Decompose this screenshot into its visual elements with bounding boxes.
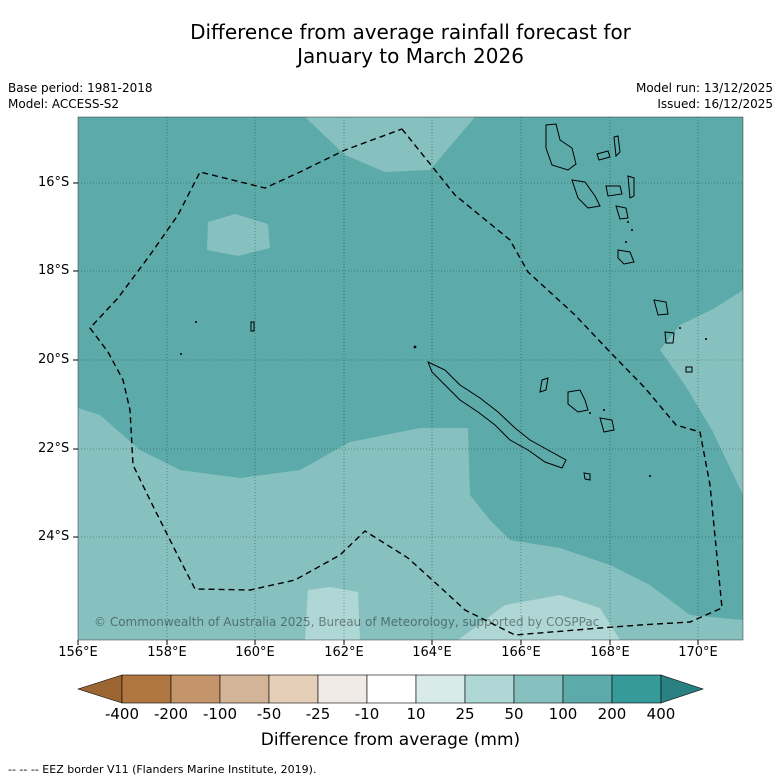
colorbar-box-2 [170, 674, 221, 704]
base-period: Base period: 1981-2018 [8, 81, 153, 95]
colorbar-label: -200 [153, 705, 189, 723]
fill-25-50-south [78, 408, 743, 640]
colorbar-box-6 [366, 674, 417, 704]
colorbar-label: 200 [597, 705, 627, 723]
lon-label-158e: 158°E [147, 645, 187, 660]
loyalty-island-lifou [567, 389, 589, 413]
loyalty-island-ouvea [539, 377, 549, 393]
lon-label-164e: 164°E [412, 645, 452, 660]
lat-label-16s: 16°S [38, 175, 70, 190]
colorbar-box-5 [317, 674, 368, 704]
colorbar-label: -10 [354, 705, 380, 723]
lon-label-170e: 170°E [678, 645, 718, 660]
colorbar-label: -400 [104, 705, 140, 723]
lat-label-24s: 24°S [38, 529, 70, 544]
espiritu-santo [545, 123, 577, 171]
lat-label-20s: 20°S [38, 352, 70, 367]
lon-label-156e: 156°E [58, 645, 98, 660]
colorbar-arrow-right [660, 674, 704, 704]
colorbar-label: 100 [548, 705, 578, 723]
lon-label-168e: 168°E [590, 645, 630, 660]
copyright-text: © Commonwealth of Australia 2025, Bureau… [94, 615, 599, 629]
fill-25-50-east [660, 290, 743, 495]
maewo [613, 135, 621, 158]
lon-label-162e: 162°E [324, 645, 364, 660]
walpole-island [685, 366, 693, 373]
ambae [596, 150, 611, 161]
colorbar-box-7 [415, 674, 466, 704]
chesterfield-islet [250, 321, 255, 332]
new-caledonia [427, 361, 567, 469]
ambrym [605, 185, 623, 197]
colorbar-title: Difference from average (mm) [260, 730, 521, 750]
rainfall-map: © Commonwealth of Australia 2025, Bureau… [78, 117, 743, 640]
small-islets [180, 221, 707, 477]
graticule [78, 117, 743, 640]
eez-border [89, 128, 723, 636]
title-line-1: Difference from average rainfall forecas… [190, 20, 631, 44]
colorbar-arrow-left [77, 674, 123, 704]
model-name: Model: ACCESS-S2 [8, 97, 120, 111]
malakula [571, 179, 601, 209]
pentecost [627, 175, 635, 199]
colorbar-box-9 [513, 674, 564, 704]
efate [615, 205, 629, 220]
colorbar-box-3 [219, 674, 270, 704]
colorbar-label: 50 [504, 705, 524, 723]
colorbar-label: 25 [455, 705, 475, 723]
tanna [653, 299, 669, 316]
lat-label-22s: 22°S [38, 441, 70, 456]
eez-legend-footer: -- -- -- EEZ border V11 (Flanders Marine… [8, 763, 317, 776]
erromango [617, 249, 635, 265]
fill-25-50-blob [207, 214, 270, 256]
title-line-2: January to March 2026 [297, 44, 524, 68]
model-run: Model run: 13/12/2025 [635, 81, 773, 95]
colorbar-box-8 [464, 674, 515, 704]
colorbar-label: -50 [256, 705, 282, 723]
fill-10-25-a [305, 587, 360, 640]
colorbar [77, 674, 704, 704]
lon-label-166e: 166°E [501, 645, 541, 660]
colorbar-label: -100 [202, 705, 238, 723]
issued-date: Issued: 16/12/2025 [657, 97, 773, 111]
map-frame [77, 116, 744, 641]
lon-label-160e: 160°E [235, 645, 275, 660]
fill-10-25-b [458, 595, 620, 640]
colorbar-box-4 [268, 674, 319, 704]
colorbar-box-1 [121, 674, 172, 704]
isle-of-pines [583, 472, 591, 481]
colorbar-label: -25 [305, 705, 331, 723]
colorbar-box-11 [611, 674, 662, 704]
colorbar-label: 400 [646, 705, 676, 723]
loyalty-island-mare [599, 417, 615, 433]
colorbar-label: 10 [406, 705, 426, 723]
fill-25-50-top [305, 117, 475, 172]
lat-label-18s: 18°S [38, 263, 70, 278]
axis-ticks [73, 182, 699, 645]
colorbar-box-10 [562, 674, 613, 704]
aneityum [664, 331, 675, 344]
coastlines [250, 123, 693, 481]
